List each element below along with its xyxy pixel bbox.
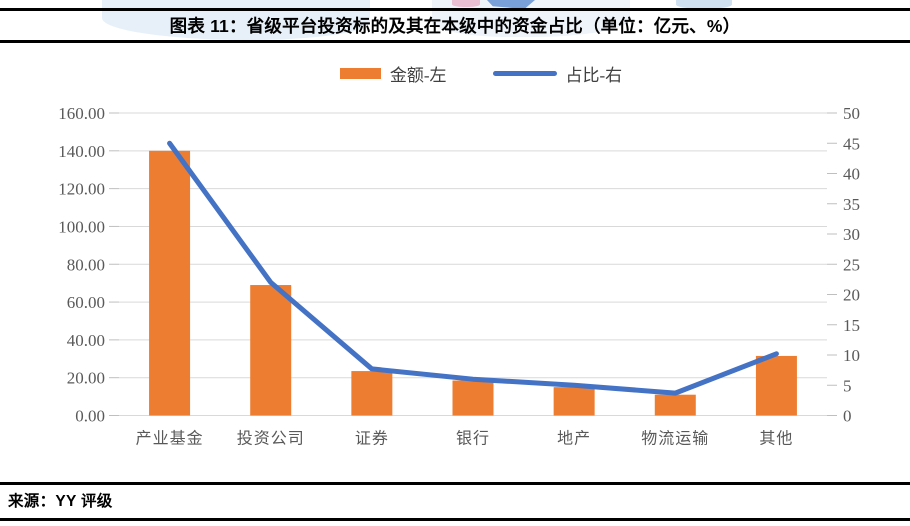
title-bottom-rule	[0, 40, 910, 43]
right-axis-label: 45	[843, 134, 860, 153]
left-axis-label: 160.00	[58, 104, 105, 123]
right-axis-label: 40	[843, 165, 860, 184]
bar-投资公司	[250, 285, 292, 416]
bar-银行	[452, 380, 494, 416]
legend-label-amount: 金额-左	[389, 65, 447, 85]
footer-bottom-rule	[0, 518, 910, 521]
x-axis-label: 银行	[456, 430, 490, 448]
right-axis-label: 35	[843, 195, 860, 214]
footer-top-rule	[0, 482, 910, 485]
watermark-blob	[676, 0, 732, 9]
x-axis-label: 产业基金	[136, 430, 204, 448]
left-axis-label: 80.00	[67, 255, 105, 274]
line-series-swatch	[492, 70, 557, 76]
left-axis-label: 60.00	[67, 293, 105, 312]
right-axis-label: 10	[843, 346, 860, 365]
right-axis-label: 20	[843, 286, 860, 305]
x-axis-label: 其他	[759, 430, 793, 448]
x-axis-label: 证券	[355, 430, 389, 448]
x-axis-label: 投资公司	[237, 430, 305, 448]
chart-legend: 金额-左 占比-右	[26, 61, 910, 85]
source-note: 来源：YY 评级	[8, 493, 113, 510]
legend-label-share: 占比-右	[565, 65, 623, 85]
bar-series-swatch	[339, 67, 381, 79]
right-axis-label: 50	[843, 104, 860, 123]
watermark-blob	[102, 0, 370, 40]
legend-item-share: 占比-右	[492, 61, 623, 86]
left-axis-label: 100.00	[58, 217, 105, 236]
right-axis-label: 30	[843, 225, 860, 244]
watermark-fragment-pink	[452, 0, 480, 7]
left-axis-label: 40.00	[67, 331, 105, 350]
top-rule	[0, 8, 910, 11]
left-axis-label: 20.00	[67, 369, 105, 388]
bar-物流运输	[654, 394, 696, 416]
bar-地产	[553, 387, 595, 416]
bar-产业基金	[149, 150, 191, 416]
legend-item-amount: 金额-左	[339, 61, 447, 86]
left-axis-label: 140.00	[58, 142, 105, 161]
x-axis-label: 物流运输	[641, 430, 709, 448]
left-axis-label: 0.00	[75, 407, 105, 426]
figure-title: 图表 11：省级平台投资标的及其在本级中的资金占比（单位：亿元、%）	[169, 16, 741, 36]
x-axis-label: 地产	[557, 430, 591, 448]
right-axis-label: 5	[843, 376, 852, 395]
share-line	[167, 140, 779, 396]
bar-其他	[755, 355, 797, 416]
combo-chart-canvas: 0.00 20.00 40.00 60.00 80.00 100.00 120.00 140.…	[58, 104, 860, 448]
right-axis-label: 25	[843, 255, 860, 274]
watermark-fragment-blue	[487, 0, 535, 9]
right-axis-label: 15	[843, 316, 860, 335]
right-axis-label: 0	[843, 407, 852, 426]
left-axis-label: 120.00	[58, 180, 105, 199]
bar-证券	[351, 371, 393, 416]
